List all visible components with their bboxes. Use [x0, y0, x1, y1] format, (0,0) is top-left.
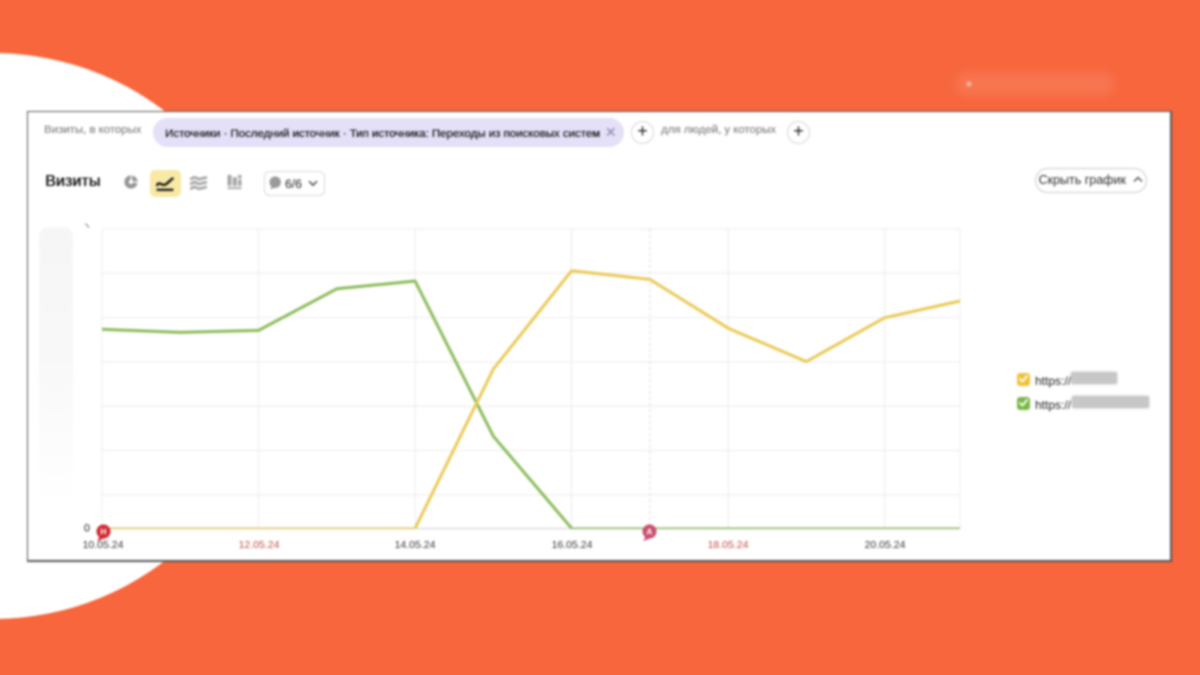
svg-text:12.05.24: 12.05.24	[239, 539, 280, 551]
svg-text:20.05.24: 20.05.24	[865, 539, 906, 551]
svg-text:18.05.24: 18.05.24	[708, 539, 749, 551]
svg-text:Н: Н	[100, 527, 106, 537]
svg-text:0: 0	[84, 523, 90, 535]
svg-text:А: А	[646, 527, 652, 537]
svg-text:14.05.24: 14.05.24	[395, 539, 436, 551]
svg-text:16.05.24: 16.05.24	[552, 539, 593, 551]
svg-text:10.05.24: 10.05.24	[83, 539, 124, 551]
